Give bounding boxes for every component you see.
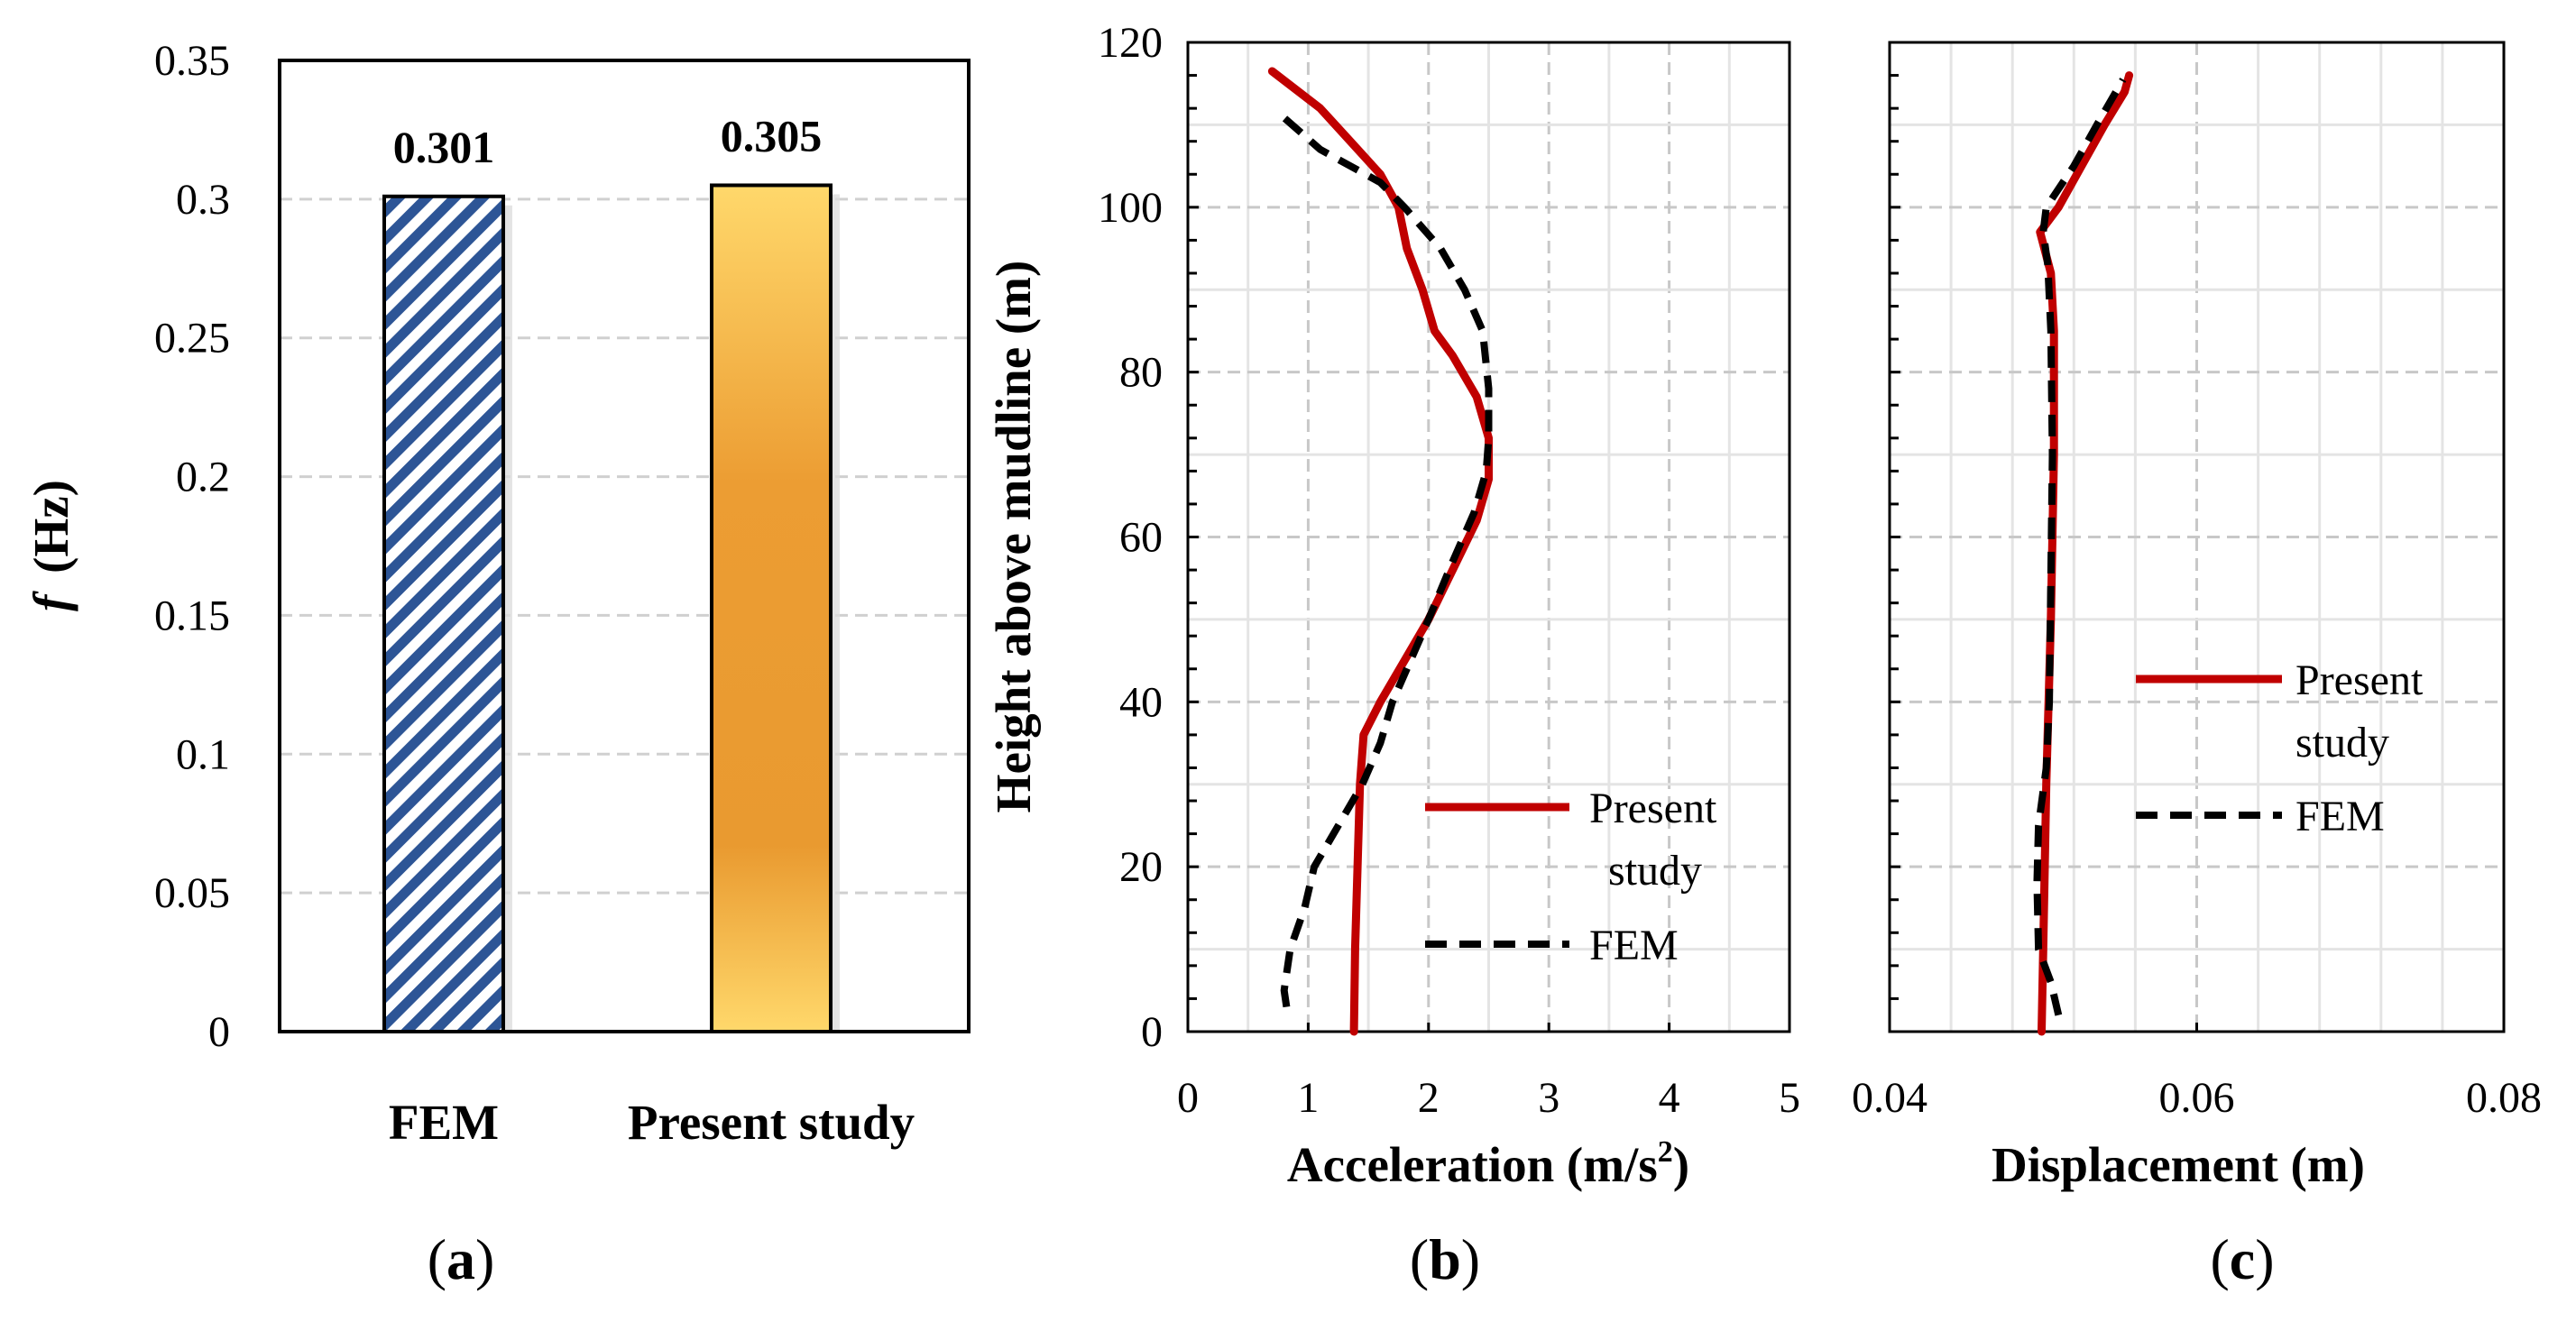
b-y-axis-label: Height above mudline (m)	[986, 261, 1041, 813]
b-y-tick-labels: 0 20 40 60 80 100 120	[1098, 19, 1163, 1056]
b-x-tick-label: 1	[1297, 1074, 1319, 1122]
a-y-axis-label: f (Hz)	[23, 480, 78, 611]
b-x-tick-labels: 0 1 2 3 4 5	[1177, 1074, 1800, 1122]
c-legend: Present study FEM	[2136, 656, 2424, 840]
c-x-tick-labels: 0.04 0.06 0.08	[1852, 1074, 2542, 1122]
c-tick-marks	[1888, 41, 2506, 1033]
a-category-label: Present study	[628, 1095, 915, 1150]
b-y-tick-label: 80	[1119, 349, 1163, 397]
a-y-axis-label-italic: f	[23, 591, 78, 611]
b-x-axis-label: Acceleration (m/s2)	[1287, 1135, 1689, 1192]
b-legend: Present study FEM	[1425, 785, 1717, 969]
a-y-tick-labels: 0 0.05 0.1 0.15 0.2 0.25 0.3 0.35	[154, 37, 230, 1056]
b-legend-fem-label: FEM	[1589, 922, 1679, 969]
b-gridlines	[1188, 42, 1789, 1032]
b-y-tick-label: 60	[1119, 514, 1163, 562]
a-bars	[382, 183, 840, 1033]
a-y-tick-label: 0.35	[154, 37, 230, 85]
b-tick-marks	[1186, 41, 1791, 1033]
b-panel-label: (b)	[1410, 1227, 1480, 1291]
b-y-tick-label: 40	[1119, 678, 1163, 726]
b-x-tick-label: 3	[1538, 1074, 1559, 1122]
a-y-tick-label: 0.25	[154, 315, 230, 363]
b-y-tick-label: 0	[1141, 1008, 1163, 1056]
b-x-tick-label: 5	[1779, 1074, 1800, 1122]
b-series-fem	[1275, 109, 1493, 1008]
a-plot-frame	[278, 59, 971, 1033]
b-x-tick-label: 4	[1659, 1074, 1680, 1122]
c-legend-present-label-2: study	[2295, 719, 2389, 766]
c-panel-label: (c)	[2210, 1227, 2274, 1291]
a-value-label: 0.305	[721, 110, 823, 161]
a-y-tick-label: 0.05	[154, 869, 230, 917]
c-x-tick-label: 0.06	[2159, 1074, 2235, 1122]
c-series-present-study	[2036, 71, 2134, 1036]
b-x-axis-label-superscript: 2	[1658, 1135, 1673, 1169]
a-value-label: 0.301	[393, 122, 495, 172]
b-y-tick-label: 120	[1098, 19, 1163, 67]
b-legend-present-label-2: study	[1608, 847, 1702, 895]
c-gridlines	[1890, 42, 2504, 1032]
a-category-label: FEM	[389, 1095, 499, 1150]
a-value-labels: 0.301 0.305	[393, 110, 823, 171]
a-y-tick-label: 0.1	[176, 730, 230, 778]
c-legend-present-label-1: Present	[2295, 656, 2424, 704]
a-category-labels: FEM Present study	[389, 1095, 915, 1150]
c-series	[2033, 71, 2134, 1036]
a-gridlines	[280, 197, 969, 895]
b-x-tick-label: 0	[1177, 1074, 1199, 1122]
a-y-tick-label: 0.2	[176, 454, 230, 501]
a-y-tick-label: 0	[208, 1008, 230, 1056]
a-bar-fem	[382, 194, 505, 1033]
c-series-fem	[2033, 78, 2127, 1016]
b-series	[1267, 67, 1493, 1036]
panel-a-bar-chart: 0 0.05 0.1 0.15 0.2 0.25 0.3 0.35 0.301 0.305 FE…	[23, 37, 971, 1291]
a-y-axis-label-rest: (Hz)	[23, 480, 78, 574]
c-legend-fem-label: FEM	[2295, 793, 2385, 840]
b-x-tick-label: 2	[1418, 1074, 1440, 1122]
panel-c-displacement-chart: 0.04 0.06 0.08 Displacement (m) Present st…	[1852, 41, 2542, 1291]
panel-b-acceleration-chart: 0 1 2 3 4 5 0 20 40 60 80 100 120 Acceleration (m/s…	[986, 19, 1800, 1291]
c-x-tick-label: 0.04	[1852, 1074, 1927, 1122]
b-y-tick-label: 100	[1098, 184, 1163, 232]
a-bar-present-study	[710, 183, 833, 1033]
a-panel-label: (a)	[428, 1227, 495, 1291]
c-x-tick-label: 0.08	[2466, 1074, 2542, 1122]
a-y-tick-label: 0.3	[176, 176, 230, 224]
b-y-tick-label: 20	[1119, 843, 1163, 891]
a-y-tick-label: 0.15	[154, 592, 230, 639]
b-legend-present-label-1: Present	[1589, 785, 1717, 832]
c-x-axis-label: Displacement (m)	[1992, 1137, 2365, 1192]
